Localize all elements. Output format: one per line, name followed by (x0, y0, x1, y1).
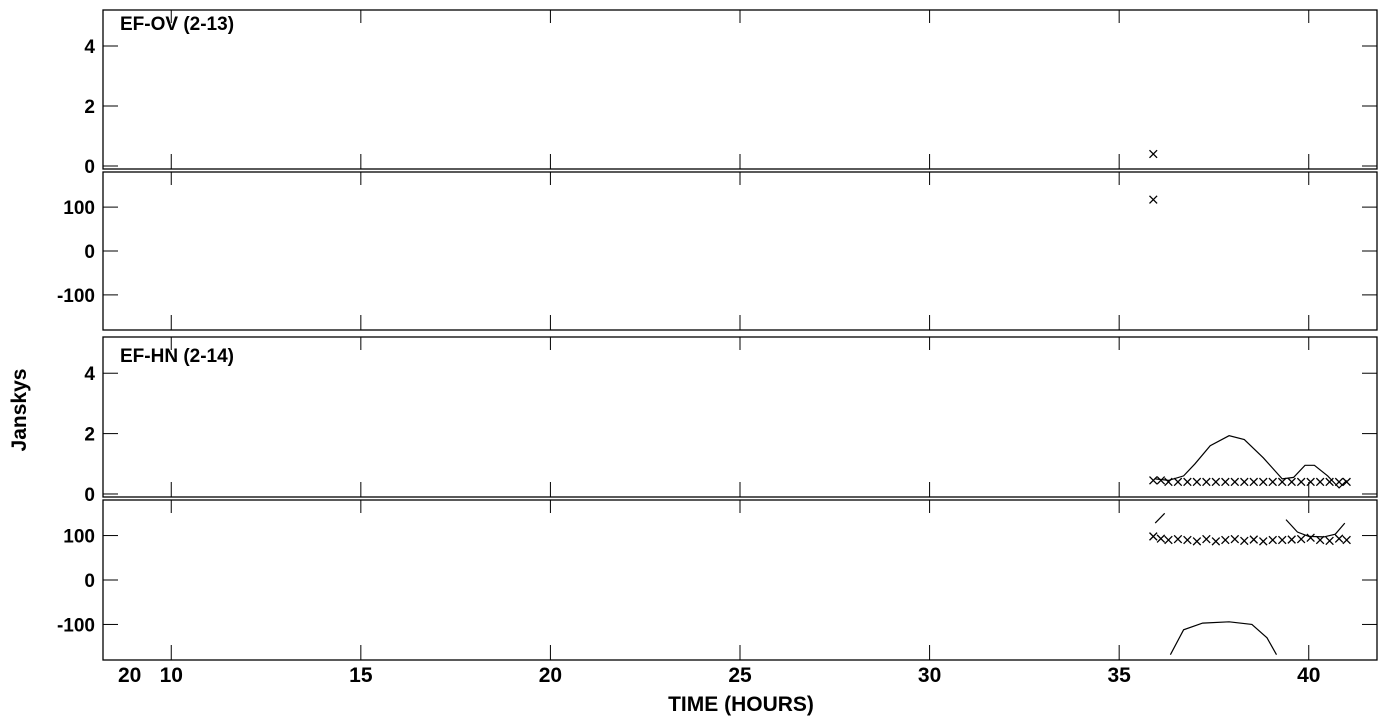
data-point (1306, 477, 1315, 487)
data-point (1315, 535, 1325, 545)
y-tick-label: 2 (84, 97, 95, 118)
axis-ticks (103, 10, 1377, 660)
data-point (1249, 535, 1259, 544)
model-curve (1285, 519, 1346, 538)
data-point (1296, 477, 1306, 487)
data-point (1268, 477, 1277, 487)
data-point (1268, 535, 1277, 545)
data-point (1258, 477, 1268, 487)
y-tick-label: 2 (84, 425, 95, 446)
data-point (1173, 534, 1183, 544)
data-point (1240, 536, 1249, 546)
y-tick-label: 0 (84, 485, 95, 506)
data-point (1287, 477, 1296, 487)
day-label: 20 (118, 664, 141, 687)
x-tick-label: 40 (1297, 664, 1320, 687)
data-point (1211, 477, 1221, 487)
data-point (1315, 477, 1325, 487)
x-tick-label: 20 (539, 664, 562, 687)
data-point (1149, 476, 1158, 485)
y-tick-label: -100 (57, 615, 95, 636)
data-point (1249, 477, 1259, 487)
data-point (1277, 535, 1287, 545)
y-tick-label: 0 (84, 157, 95, 178)
y-tick-label: 4 (84, 37, 95, 58)
panel-frames (102, 9, 1378, 661)
model-curve (1154, 512, 1166, 524)
data-point (1287, 535, 1296, 544)
data-point (1149, 149, 1158, 159)
data-point (1230, 534, 1240, 544)
x-tick-label: 25 (728, 664, 752, 687)
data-point (1173, 477, 1183, 487)
panel-frame (102, 499, 1378, 661)
plot-series (1149, 149, 1351, 655)
data-point (1306, 533, 1315, 543)
x-tick-label: 30 (918, 664, 941, 687)
x-tick-label: 35 (1107, 664, 1131, 687)
data-point (1325, 536, 1334, 546)
data-point (1156, 534, 1166, 543)
model-curve (1169, 621, 1278, 655)
data-point (1192, 537, 1202, 546)
y-axis-label: Janskys (8, 369, 31, 452)
data-point (1334, 477, 1344, 487)
x-axis-label: TIME (HOURS) (668, 693, 814, 716)
data-point (1192, 477, 1202, 487)
data-point (1211, 537, 1221, 546)
y-tick-label: 0 (84, 571, 95, 592)
data-point (1183, 535, 1192, 545)
data-point (1164, 535, 1173, 545)
data-point (1202, 534, 1211, 544)
panel-frame (102, 171, 1378, 331)
data-point (1296, 534, 1306, 544)
panel-frame (102, 9, 1378, 170)
data-point (1149, 532, 1158, 541)
data-point (1202, 477, 1211, 487)
data-point (1183, 477, 1192, 487)
x-tick-label: 10 (160, 664, 183, 687)
data-point (1164, 477, 1173, 487)
data-point (1221, 477, 1230, 487)
data-point (1156, 476, 1166, 485)
axis-labels: 0 2 4 -100 0 100 0 2 4 -100 0 100 10 15 20 25 30 35 40 (57, 37, 1320, 687)
data-point (1325, 477, 1334, 487)
data-point (1277, 477, 1287, 487)
data-point (1230, 477, 1240, 487)
model-curve (1155, 435, 1348, 489)
data-point (1342, 535, 1351, 545)
data-point (1240, 477, 1249, 487)
y-tick-label: 0 (84, 242, 95, 263)
y-tick-label: 4 (84, 364, 95, 385)
x-tick-label: 15 (349, 664, 373, 687)
y-tick-label: -100 (57, 286, 95, 307)
baseline-title-ef-ov: EF-OV (2-13) (120, 14, 234, 35)
data-point (1334, 534, 1344, 543)
data-point (1258, 537, 1268, 546)
y-tick-label: 100 (63, 198, 95, 219)
data-point (1342, 477, 1351, 487)
y-tick-label: 100 (63, 527, 95, 548)
data-point (1221, 535, 1230, 545)
data-point (1149, 195, 1158, 204)
baseline-title-ef-hn: EF-HN (2-14) (120, 346, 234, 367)
